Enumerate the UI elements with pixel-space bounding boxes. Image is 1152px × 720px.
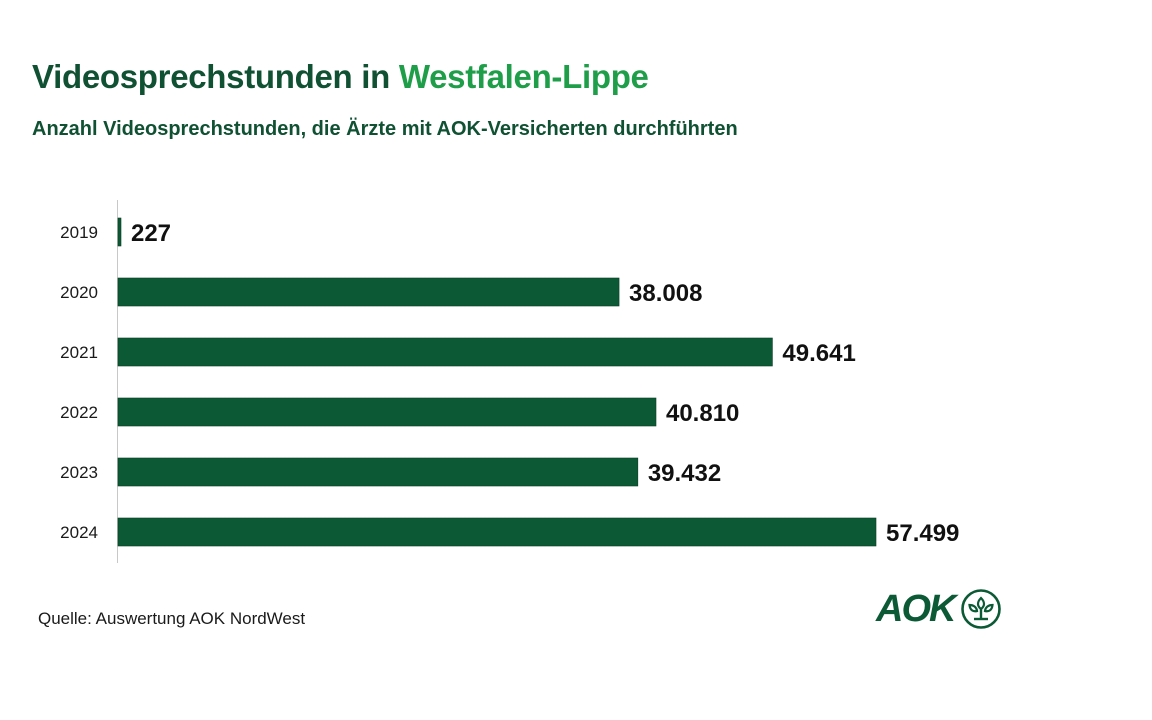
y-tick-label: 2024 [60, 523, 98, 542]
data-label: 57.499 [886, 520, 959, 547]
title-main: Videosprechstunden in [32, 58, 399, 95]
data-label: 227 [131, 220, 171, 247]
data-label: 38.008 [629, 280, 702, 307]
aok-tree-icon [961, 589, 1002, 629]
bar-2022 [117, 397, 657, 427]
data-label: 39.432 [648, 460, 721, 487]
bar-2021 [117, 337, 773, 367]
aok-logo: AOK [876, 588, 1002, 630]
bar-2020 [117, 277, 620, 307]
data-label: 40.810 [666, 400, 739, 427]
y-tick-label: 2023 [60, 463, 98, 482]
y-tick-label: 2021 [60, 343, 98, 362]
bar-2023 [117, 457, 639, 487]
chart-subtitle: Anzahl Videosprechstunden, die Ärzte mit… [32, 118, 738, 140]
source-note: Quelle: Auswertung AOK NordWest [38, 609, 306, 628]
y-tick-label: 2019 [60, 223, 98, 242]
logo-text: AOK [876, 588, 956, 630]
bar-2024 [117, 517, 877, 547]
y-tick-label: 2022 [60, 403, 98, 422]
y-tick-label: 2020 [60, 283, 98, 302]
bar-2019 [117, 217, 122, 247]
data-label: 49.641 [782, 340, 855, 367]
chart-title: Videosprechstunden in Westfalen-Lippe [32, 58, 649, 96]
title-accent: Westfalen-Lippe [398, 58, 649, 95]
